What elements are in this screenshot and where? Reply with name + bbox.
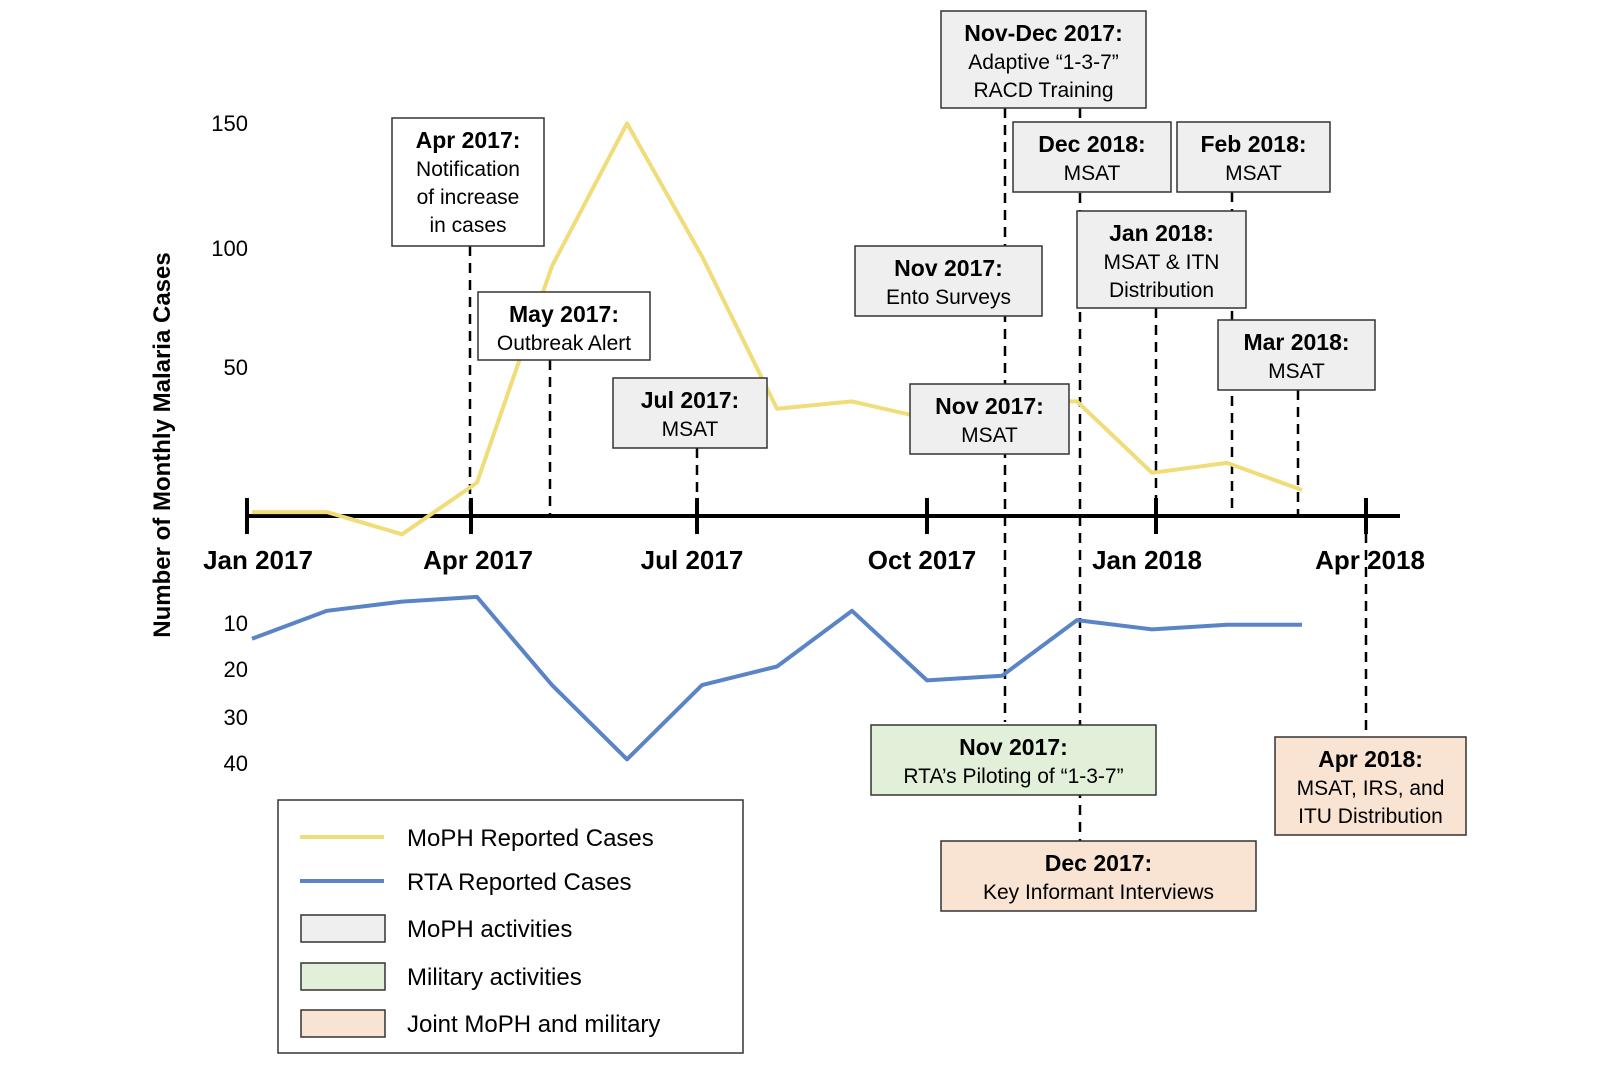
- annotation-nov2017-rta-pilot: Nov 2017: RTA’s Piloting of “1-3-7”: [870, 724, 1157, 796]
- annotation-box: [940, 840, 1257, 912]
- annotation-title: Dec 2017:: [1045, 850, 1152, 876]
- annotation-novdec2017-training: Nov-Dec 2017: Adaptive “1-3-7” RACD Traini…: [940, 10, 1147, 109]
- y-tick-label: 40: [224, 751, 248, 776]
- y-tick-label: 50: [224, 355, 248, 380]
- annotation-may2017-alert: May 2017: Outbreak Alert: [477, 291, 651, 361]
- annotation-apr2017-notification: Apr 2017: Notification of increase in cases: [391, 117, 545, 247]
- annotation-title: Dec 2018:: [1038, 131, 1145, 157]
- annotation-box: [477, 291, 651, 361]
- annotation-text: MSAT & ITN: [1104, 251, 1220, 274]
- annotation-text: MSAT: [1225, 162, 1282, 185]
- annotation-box: [909, 383, 1070, 455]
- legend-swatch-box: [300, 962, 386, 991]
- annotation-title: Nov 2017:: [935, 393, 1044, 419]
- annotation-box: [854, 245, 1043, 317]
- annotation-text: RACD Training: [973, 79, 1113, 102]
- annotation-text: of increase: [417, 186, 520, 209]
- series-line-rta-reported-cases: [251, 594, 1302, 762]
- annotation-apr2018-msat-irs-itu: Apr 2018: MSAT, IRS, and ITU Distribution: [1274, 736, 1467, 836]
- annotation-title: Jul 2017:: [641, 387, 739, 413]
- legend-swatch-box: [300, 914, 386, 943]
- legend-label: Military activities: [407, 964, 582, 991]
- annotation-text: MSAT: [662, 418, 719, 441]
- annotation-box: [612, 377, 768, 449]
- annotation-box: [940, 10, 1147, 109]
- annotation-title: Nov-Dec 2017:: [964, 20, 1123, 46]
- x-tick-label: Apr 2017: [423, 545, 533, 575]
- annotation-jan2018-msat-itn: Jan 2018: MSAT & ITN Distribution: [1076, 210, 1247, 309]
- annotation-text: Adaptive “1-3-7”: [968, 51, 1119, 74]
- annotation-box: [870, 724, 1157, 796]
- y-tick-label: 20: [224, 657, 248, 682]
- annotation-title: Feb 2018:: [1200, 131, 1306, 157]
- annotation-dec2018-msat: Dec 2018: MSAT: [1012, 121, 1172, 193]
- legend-swatch-box: [300, 1009, 386, 1038]
- annotation-box: [1076, 210, 1247, 309]
- annotation-title: Nov 2017:: [959, 734, 1068, 760]
- annotation-text: Distribution: [1109, 279, 1214, 302]
- legend-item: RTA Reported Cases: [300, 869, 632, 896]
- annotation-jul2017-msat: Jul 2017: MSAT: [612, 377, 768, 449]
- x-tick-label: Oct 2017: [868, 545, 976, 575]
- legend-label: MoPH activities: [407, 916, 572, 943]
- annotation-box: [1012, 121, 1172, 193]
- legend-item: Military activities: [300, 962, 582, 991]
- annotation-text: MSAT: [1064, 162, 1121, 185]
- annotation-text: MSAT: [1268, 360, 1325, 383]
- annotation-text: Ento Surveys: [886, 286, 1011, 309]
- annotation-box: [1176, 121, 1331, 193]
- legend-item: MoPH Reported Cases: [300, 825, 654, 852]
- annotation-text: MSAT: [961, 424, 1018, 447]
- annotation-text: in cases: [429, 214, 506, 237]
- annotation-box: [391, 117, 545, 247]
- annotation-nov2017-msat: Nov 2017: MSAT: [909, 383, 1070, 455]
- legend-label: RTA Reported Cases: [407, 869, 632, 896]
- series-line-moph-reported-cases: [252, 121, 1303, 537]
- y-axis-label: Number of Monthly Malaria Cases: [149, 252, 176, 637]
- annotation-dec2017-kii: Dec 2017: Key Informant Interviews: [940, 840, 1257, 912]
- annotation-title: Nov 2017:: [894, 255, 1003, 281]
- x-tick-label: Jan 2017: [203, 545, 313, 575]
- annotation-text: Outbreak Alert: [497, 332, 631, 355]
- x-tick-label: Jan 2018: [1092, 545, 1202, 575]
- annotation-box: [1217, 319, 1376, 391]
- y-tick-label: 100: [211, 236, 248, 261]
- legend-item: Joint MoPH and military: [300, 1009, 660, 1038]
- annotation-title: Jan 2018:: [1109, 220, 1214, 246]
- annotation-text: RTA’s Piloting of “1-3-7”: [903, 765, 1123, 788]
- annotation-text: MSAT, IRS, and: [1297, 777, 1445, 800]
- annotation-text: Notification: [416, 158, 520, 181]
- annotation-text: ITU Distribution: [1298, 805, 1443, 828]
- legend-label: MoPH Reported Cases: [407, 825, 654, 852]
- x-tick-label: Apr 2018: [1315, 545, 1425, 575]
- x-tick-label: Jul 2017: [641, 545, 744, 575]
- annotation-text: Key Informant Interviews: [983, 881, 1214, 904]
- annotation-title: May 2017:: [509, 301, 619, 327]
- y-tick-label: 30: [224, 705, 248, 730]
- annotation-box: [1274, 736, 1467, 836]
- annotation-title: Mar 2018:: [1243, 329, 1349, 355]
- y-tick-label: 10: [224, 611, 248, 636]
- annotation-mar2018-msat: Mar 2018: MSAT: [1217, 319, 1376, 391]
- legend-item: MoPH activities: [300, 914, 572, 943]
- y-tick-label: 150: [211, 111, 248, 136]
- annotation-title: Apr 2018:: [1318, 746, 1423, 772]
- annotation-title: Apr 2017:: [416, 127, 521, 153]
- annotation-feb2018-msat: Feb 2018: MSAT: [1176, 121, 1331, 193]
- legend-label: Joint MoPH and military: [407, 1011, 660, 1038]
- annotation-nov2017-ento: Nov 2017: Ento Surveys: [854, 245, 1043, 317]
